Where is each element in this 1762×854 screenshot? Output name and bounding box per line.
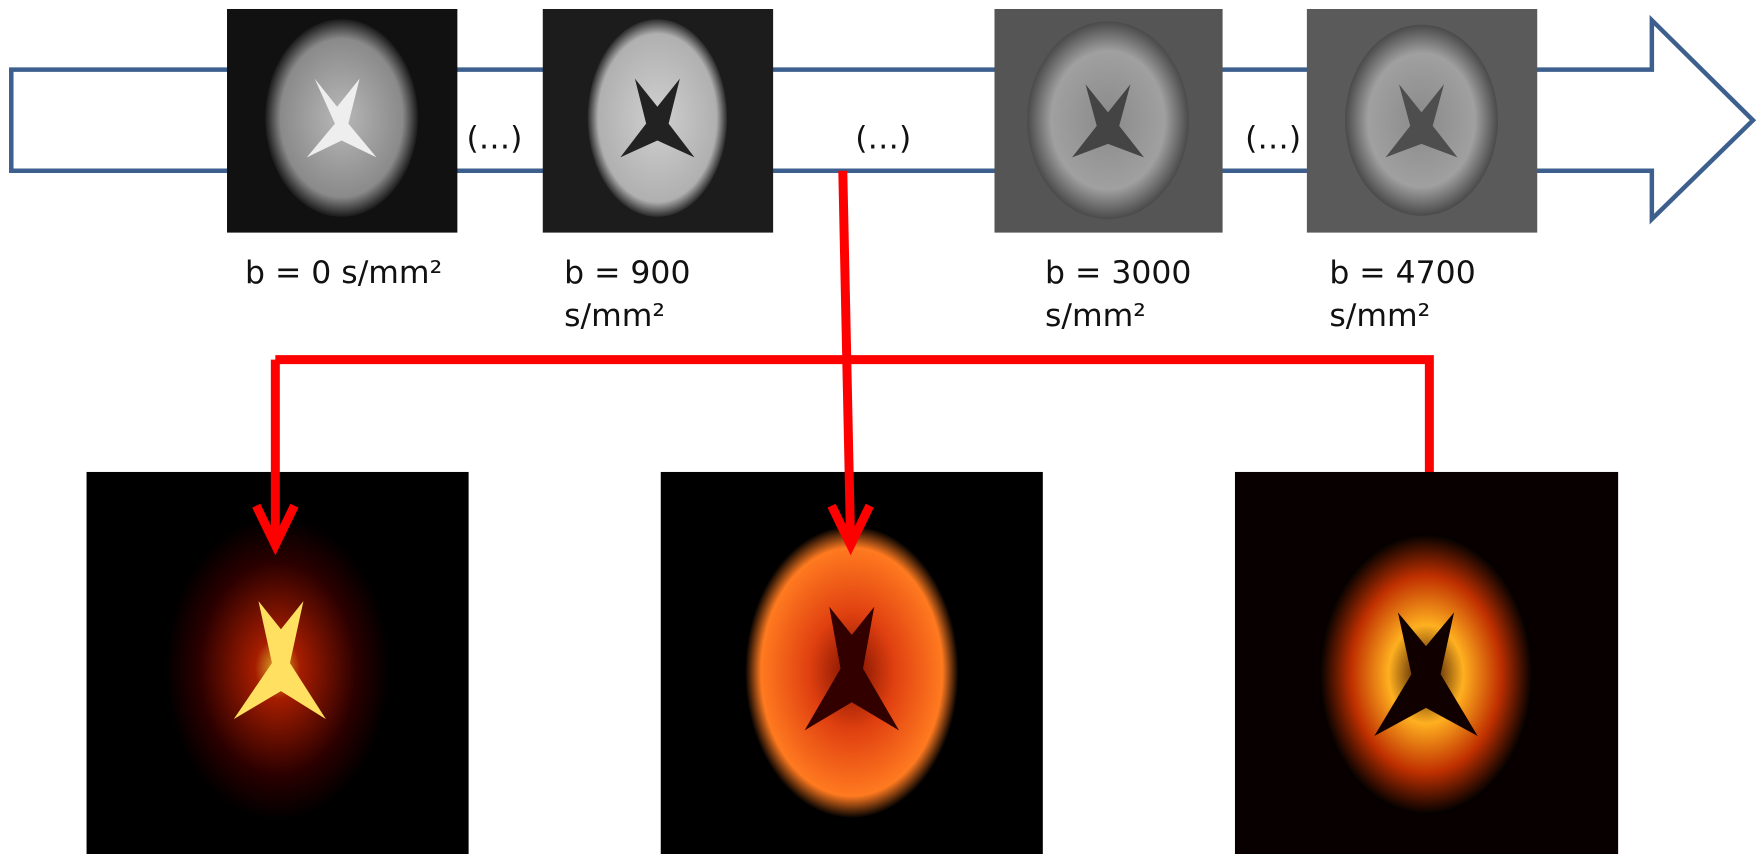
gap-marker: (…) bbox=[1245, 120, 1301, 156]
diagram: (…) (…) (…) b = 0 s/mm² b = 900 s/mm² b … bbox=[0, 0, 1762, 854]
b-value-label: s/mm² bbox=[1045, 298, 1146, 334]
b-value-label: s/mm² bbox=[1329, 298, 1430, 334]
b-value-label: b = 0 s/mm² bbox=[245, 255, 442, 291]
b-value-label: b = 4700 bbox=[1329, 255, 1475, 291]
b-value-label: s/mm² bbox=[564, 298, 665, 334]
b-value-label: b = 900 bbox=[564, 255, 690, 291]
gap-marker: (…) bbox=[855, 120, 911, 156]
b-value-label: b = 3000 bbox=[1045, 255, 1191, 291]
page: {"b_value_images": [ {"label_lines": ["b… bbox=[0, 0, 1762, 854]
gap-marker: (…) bbox=[466, 120, 522, 156]
